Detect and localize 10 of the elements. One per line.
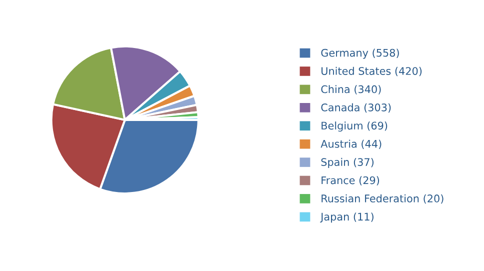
legend-label: Russian Federation (20)	[322, 194, 444, 204]
legend-label: Spain (37)	[321, 158, 374, 168]
legend-label: Canada (303)	[321, 103, 391, 113]
legend-label: France (29)	[322, 176, 380, 186]
legend-label: Japan (11)	[320, 212, 374, 223]
legend-label: China (340)	[321, 85, 381, 94]
legend-label: Austria (44)	[320, 140, 382, 150]
legend-label: United States (420)	[322, 66, 422, 76]
legend-label: Germany (558)	[321, 48, 399, 59]
legend-label: Belgium (69)	[322, 122, 388, 132]
